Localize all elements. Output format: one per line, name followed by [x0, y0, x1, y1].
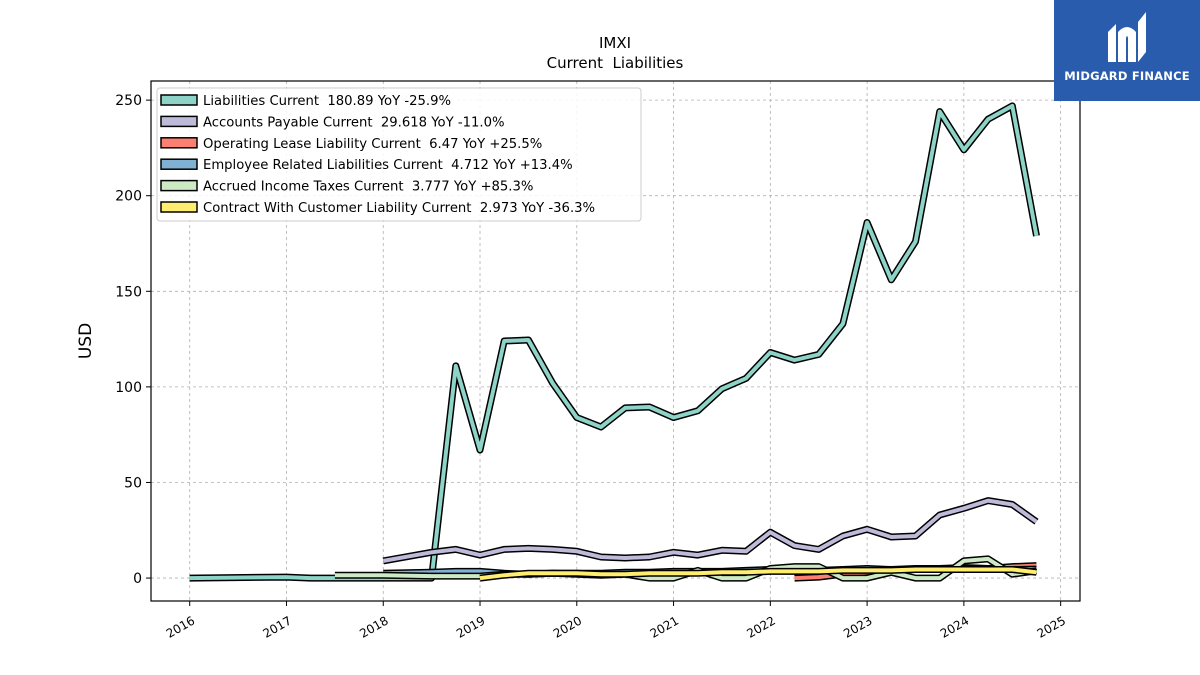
y-tick-label: 50	[124, 475, 142, 491]
x-tick-label: 2024	[938, 613, 971, 640]
x-tick-label: 2020	[551, 613, 584, 640]
x-tick-label: 2025	[1035, 613, 1068, 640]
y-tick-label: 100	[115, 380, 142, 396]
plot-frame	[150, 80, 1081, 602]
legend-swatch	[160, 137, 198, 149]
series-line-2	[382, 497, 1039, 565]
legend-label: Liabilities Current 180.89 YoY -25.9%	[203, 94, 451, 109]
y-tick-label: 150	[115, 284, 142, 300]
series-line-6	[479, 566, 1037, 582]
series-line-1	[189, 102, 1040, 582]
legend-swatch	[160, 158, 198, 170]
x-tick-label: 2022	[744, 613, 777, 640]
x-tick-label: 2019	[454, 613, 487, 640]
legend-label: Accrued Income Taxes Current 3.777 YoY +…	[203, 180, 533, 195]
legend-label: Contract With Customer Liability Current…	[203, 201, 595, 216]
legend-swatch	[160, 179, 198, 192]
y-axis-label: USD	[76, 323, 96, 359]
chart-title: IMXI	[599, 34, 631, 52]
chart-subtitle: Current Liabilities	[547, 54, 684, 72]
x-tick-label: 2023	[841, 613, 874, 640]
y-tick-label: 250	[115, 93, 142, 109]
legend-box	[156, 87, 642, 222]
x-tick-label: 2017	[261, 613, 294, 640]
y-tick-label: 0	[133, 571, 142, 587]
brand-logo: MIDGARD FINANCE	[1054, 0, 1200, 101]
legend-swatch	[160, 94, 198, 106]
legend: Liabilities Current 180.89 YoY -25.9% Acc…	[156, 87, 642, 222]
brand-logo-mark	[1108, 12, 1146, 62]
legend-label: Accounts Payable Current 29.618 YoY -11.…	[203, 115, 505, 130]
legend-swatch	[160, 201, 198, 213]
y-tick-label: 200	[115, 189, 142, 205]
legend-label: Employee Related Liabilities Current 4.7…	[203, 158, 573, 173]
brand-logo-text: MIDGARD FINANCE	[1064, 69, 1190, 83]
series-layer	[189, 102, 1040, 582]
x-tick-label: 2018	[357, 613, 390, 640]
legend-label: Operating Lease Liability Current 6.47 Y…	[203, 137, 542, 152]
x-tick-label: 2021	[648, 613, 681, 640]
x-tick-label: 2016	[164, 613, 197, 640]
legend-swatch	[160, 115, 198, 128]
